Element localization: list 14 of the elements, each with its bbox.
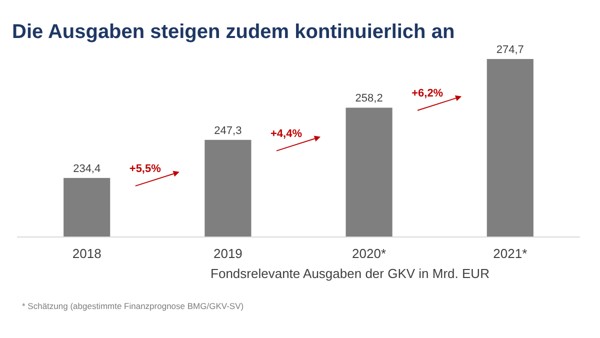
annotation: +5,5%	[129, 162, 162, 175]
data-label: 274,7	[496, 44, 524, 56]
data-label: 234,4	[73, 162, 101, 175]
x-tick-label: 2021*	[493, 246, 528, 261]
x-tick-label: 2018	[72, 246, 102, 261]
x-tick-label: 2020*	[352, 246, 386, 261]
x-axis-title: Fondsrelevante Ausgaben der GKV in Mrd. EUR	[210, 266, 490, 281]
annotation: +4,4%	[270, 128, 302, 140]
data-label: 258,2	[355, 92, 383, 105]
chart-title: Die Ausgaben steigen zudem kontinuierlich an	[12, 21, 455, 43]
data-label: 247,3	[214, 124, 242, 137]
text: * Schätzung (abgestimmte Finanzprognose BMG/GKV-SV)	[22, 301, 244, 311]
x-tick-label: 2019	[213, 246, 242, 261]
annotation: +6,2%	[412, 87, 444, 100]
